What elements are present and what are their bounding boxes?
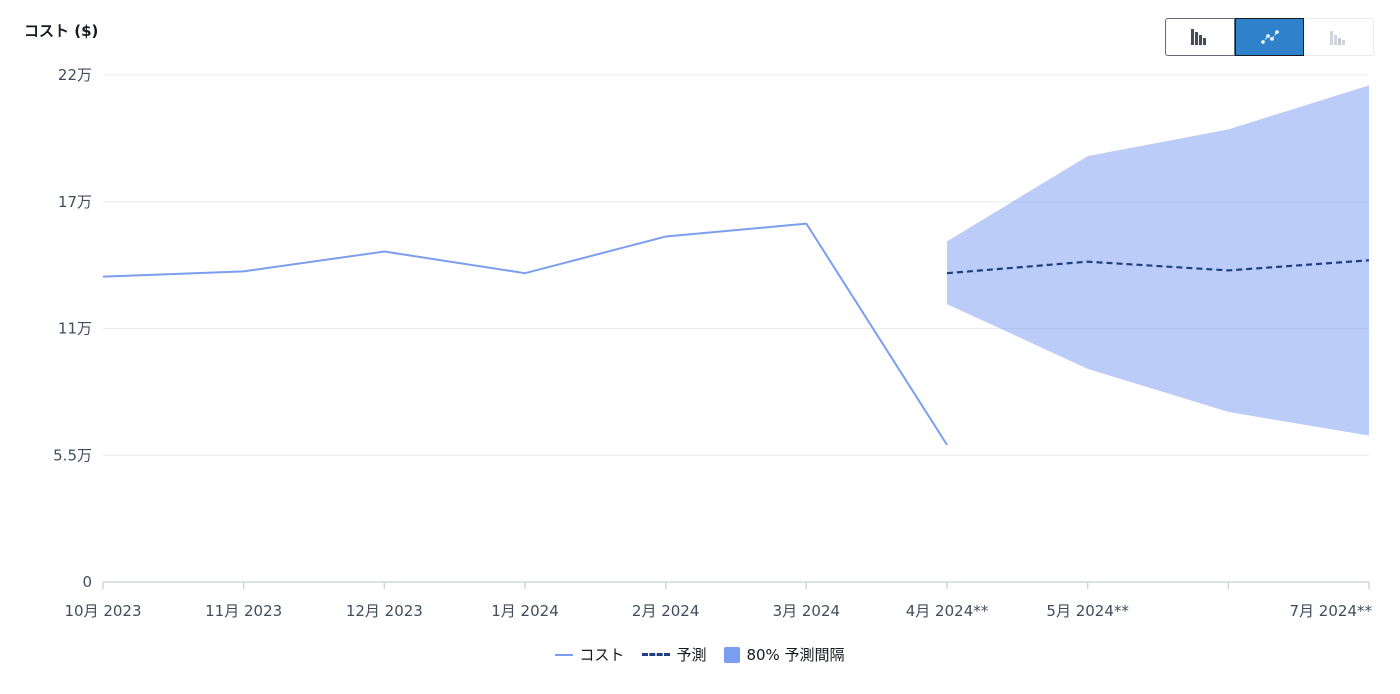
line-chart-icon — [1260, 30, 1279, 44]
x-tick-label: 7月 2024** — [1290, 602, 1373, 620]
line-chart-button[interactable] — [1234, 18, 1305, 56]
chart-type-toggle — [1165, 18, 1374, 56]
bar-chart-icon — [1190, 29, 1206, 45]
y-tick-label: 11万 — [58, 320, 92, 338]
stacked-bar-chart-icon — [1329, 31, 1345, 45]
legend-swatch-cost — [555, 653, 574, 656]
x-tick-label: 1月 2024 — [491, 602, 559, 620]
legend-label-interval: 80% 予測間隔 — [746, 646, 845, 664]
stacked-bar-chart-button[interactable] — [1304, 18, 1374, 56]
x-tick-label: 2月 2024 — [632, 602, 700, 620]
x-tick-label: 4月 2024** — [906, 602, 989, 620]
x-tick-label: 12月 2023 — [346, 602, 423, 620]
legend-label-forecast: 予測 — [676, 646, 707, 664]
y-tick-label: 17万 — [58, 193, 92, 211]
legend-swatch-interval — [724, 646, 741, 663]
legend-swatch-forecast — [642, 653, 671, 656]
x-tick-label: 5月 2024** — [1046, 602, 1129, 620]
legend-item-cost[interactable]: コスト — [555, 644, 624, 665]
legend-item-interval[interactable]: 80% 予測間隔 — [724, 644, 845, 665]
cost-series-line — [102, 222, 948, 446]
y-tick-label: 22万 — [58, 66, 92, 84]
forecast-interval-band — [947, 85, 1369, 436]
forecast-series-line — [946, 259, 1370, 275]
chart-legend: コスト 予測 80% 予測間隔 — [0, 644, 1400, 665]
x-tick-label: 3月 2024 — [773, 602, 841, 620]
y-tick-label: 0 — [82, 573, 92, 591]
x-tick-label: 10月 2023 — [64, 602, 141, 620]
line-chart-plot: 0 5.5万 11万 17万 22万 10月 2023 11月 2023 12月 2023 1月… — [53, 66, 1373, 620]
x-tick-label: 11月 2023 — [205, 602, 282, 620]
y-tick-label: 5.5万 — [53, 446, 92, 464]
legend-item-forecast[interactable]: 予測 — [642, 644, 706, 665]
bar-chart-button[interactable] — [1165, 18, 1235, 56]
legend-label-cost: コスト — [579, 646, 625, 664]
y-axis-title: コスト ($) — [24, 22, 99, 40]
